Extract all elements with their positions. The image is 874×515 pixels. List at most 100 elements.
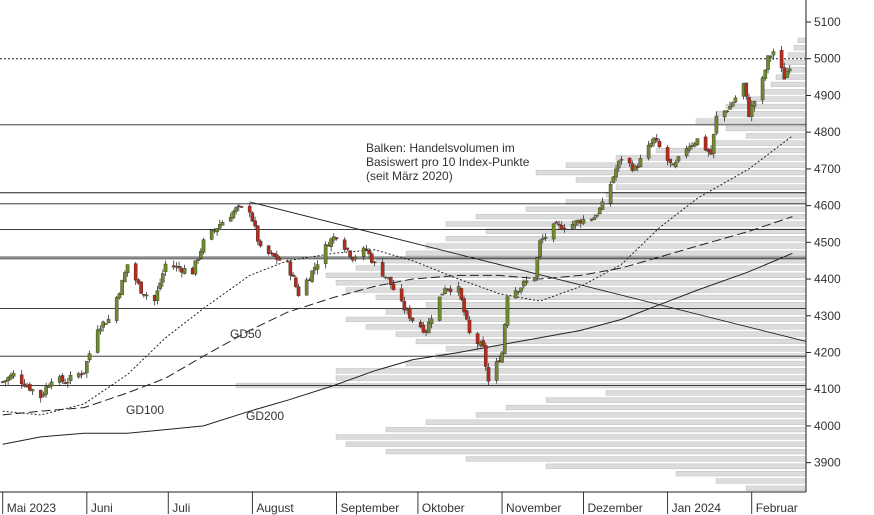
candle-body <box>247 205 252 213</box>
candle-body <box>562 227 567 230</box>
candle-body <box>329 238 333 247</box>
candle-body <box>66 381 70 384</box>
candle-body <box>220 222 225 226</box>
gd200-line <box>2 252 793 445</box>
candle-body <box>638 158 643 167</box>
y-tick-label: 4500 <box>814 235 841 249</box>
candle-body <box>0 381 5 383</box>
candle-body <box>714 115 719 134</box>
y-tick-label: 5000 <box>814 52 841 66</box>
candle-body <box>98 328 103 332</box>
y-tick-label: 4700 <box>814 162 841 176</box>
volume-bar <box>445 221 807 227</box>
candle-body <box>22 383 27 387</box>
candle-body <box>133 263 138 281</box>
volume-bar <box>405 250 807 256</box>
candle-body <box>388 276 393 285</box>
y-tick-label: 4300 <box>814 309 841 323</box>
candle-body <box>323 244 328 264</box>
candle-body <box>595 214 599 217</box>
candle-body <box>728 106 732 110</box>
candle-body <box>516 291 521 293</box>
volume-profile <box>235 37 807 491</box>
y-tick-label: 4600 <box>814 199 841 213</box>
candle-body <box>573 220 578 226</box>
candle-body <box>288 261 293 276</box>
candle-body <box>760 77 765 101</box>
candle-body <box>315 264 320 270</box>
candle-body <box>125 264 130 274</box>
volume-bar <box>415 338 807 345</box>
candle-body <box>725 110 730 113</box>
candle-body <box>76 373 81 378</box>
volume-bar <box>445 346 807 352</box>
candle-body <box>437 296 442 321</box>
candle-body <box>3 380 8 383</box>
volume-bar <box>385 309 807 315</box>
candle-body <box>559 225 564 230</box>
candle-body <box>104 323 108 325</box>
candle-body <box>600 201 605 210</box>
volume-bar <box>725 125 807 132</box>
gd100-label: GD100 <box>126 403 164 417</box>
candle-body <box>687 146 692 151</box>
volume-bar <box>335 434 807 440</box>
candle-body <box>771 51 776 56</box>
candle-body <box>733 97 738 103</box>
candle-body <box>779 49 784 69</box>
candle-body <box>557 223 561 226</box>
candle-body <box>158 282 162 290</box>
candle-body <box>369 253 374 263</box>
candle-body <box>486 367 491 382</box>
volume-bar <box>335 375 807 381</box>
volume-bar <box>775 74 807 80</box>
support-resistance-lines <box>0 58 807 386</box>
candle-body <box>657 140 662 148</box>
volume-bar <box>797 37 807 43</box>
y-tick-label: 4400 <box>814 272 841 286</box>
gd200-label: GD200 <box>246 409 284 423</box>
volume-bar <box>395 331 807 337</box>
volume-bar <box>715 140 807 146</box>
volume-bar <box>355 265 807 271</box>
candle-body <box>258 240 263 247</box>
candle-body <box>209 229 214 240</box>
candle-body <box>304 279 309 296</box>
x-tick-label: Jan 2024 <box>672 501 722 515</box>
candle-body <box>649 142 654 147</box>
y-tick-label: 4200 <box>814 345 841 359</box>
volume-bar <box>335 368 807 374</box>
candle-body <box>201 239 206 253</box>
candle-body <box>459 288 464 300</box>
y-tick-label: 5100 <box>814 15 841 29</box>
candle-body <box>234 207 238 212</box>
candle-body <box>483 345 488 367</box>
candle-body <box>277 257 282 261</box>
candle-body <box>524 280 529 283</box>
volume-bar <box>565 162 807 168</box>
y-tick-label: 4800 <box>814 125 841 139</box>
candle-body <box>391 283 396 291</box>
annotation-line-2: Basiswert pro 10 Index-Punkte <box>366 155 530 169</box>
candle-body <box>500 352 504 363</box>
y-tick-label: 4100 <box>814 382 841 396</box>
candle-body <box>142 293 146 296</box>
candle-body <box>440 293 445 296</box>
x-tick-label: Februar <box>756 501 798 515</box>
x-tick-label: Mai 2023 <box>7 501 57 515</box>
candle-body <box>429 318 434 325</box>
candle-body <box>535 257 540 278</box>
volume-bar <box>695 118 807 124</box>
candle-body <box>275 254 279 260</box>
y-tick-label: 4900 <box>814 88 841 102</box>
candle-body <box>592 217 597 221</box>
candle-body <box>193 260 198 275</box>
candle-body <box>703 136 708 151</box>
candle-body <box>464 310 469 320</box>
x-tick-label: Dezember <box>587 501 642 515</box>
candle-body <box>513 290 518 299</box>
candle-body <box>228 216 233 222</box>
annotation: Balken: Handelsvolumen im Basiswert pro … <box>366 141 530 183</box>
volume-bar <box>465 456 807 462</box>
